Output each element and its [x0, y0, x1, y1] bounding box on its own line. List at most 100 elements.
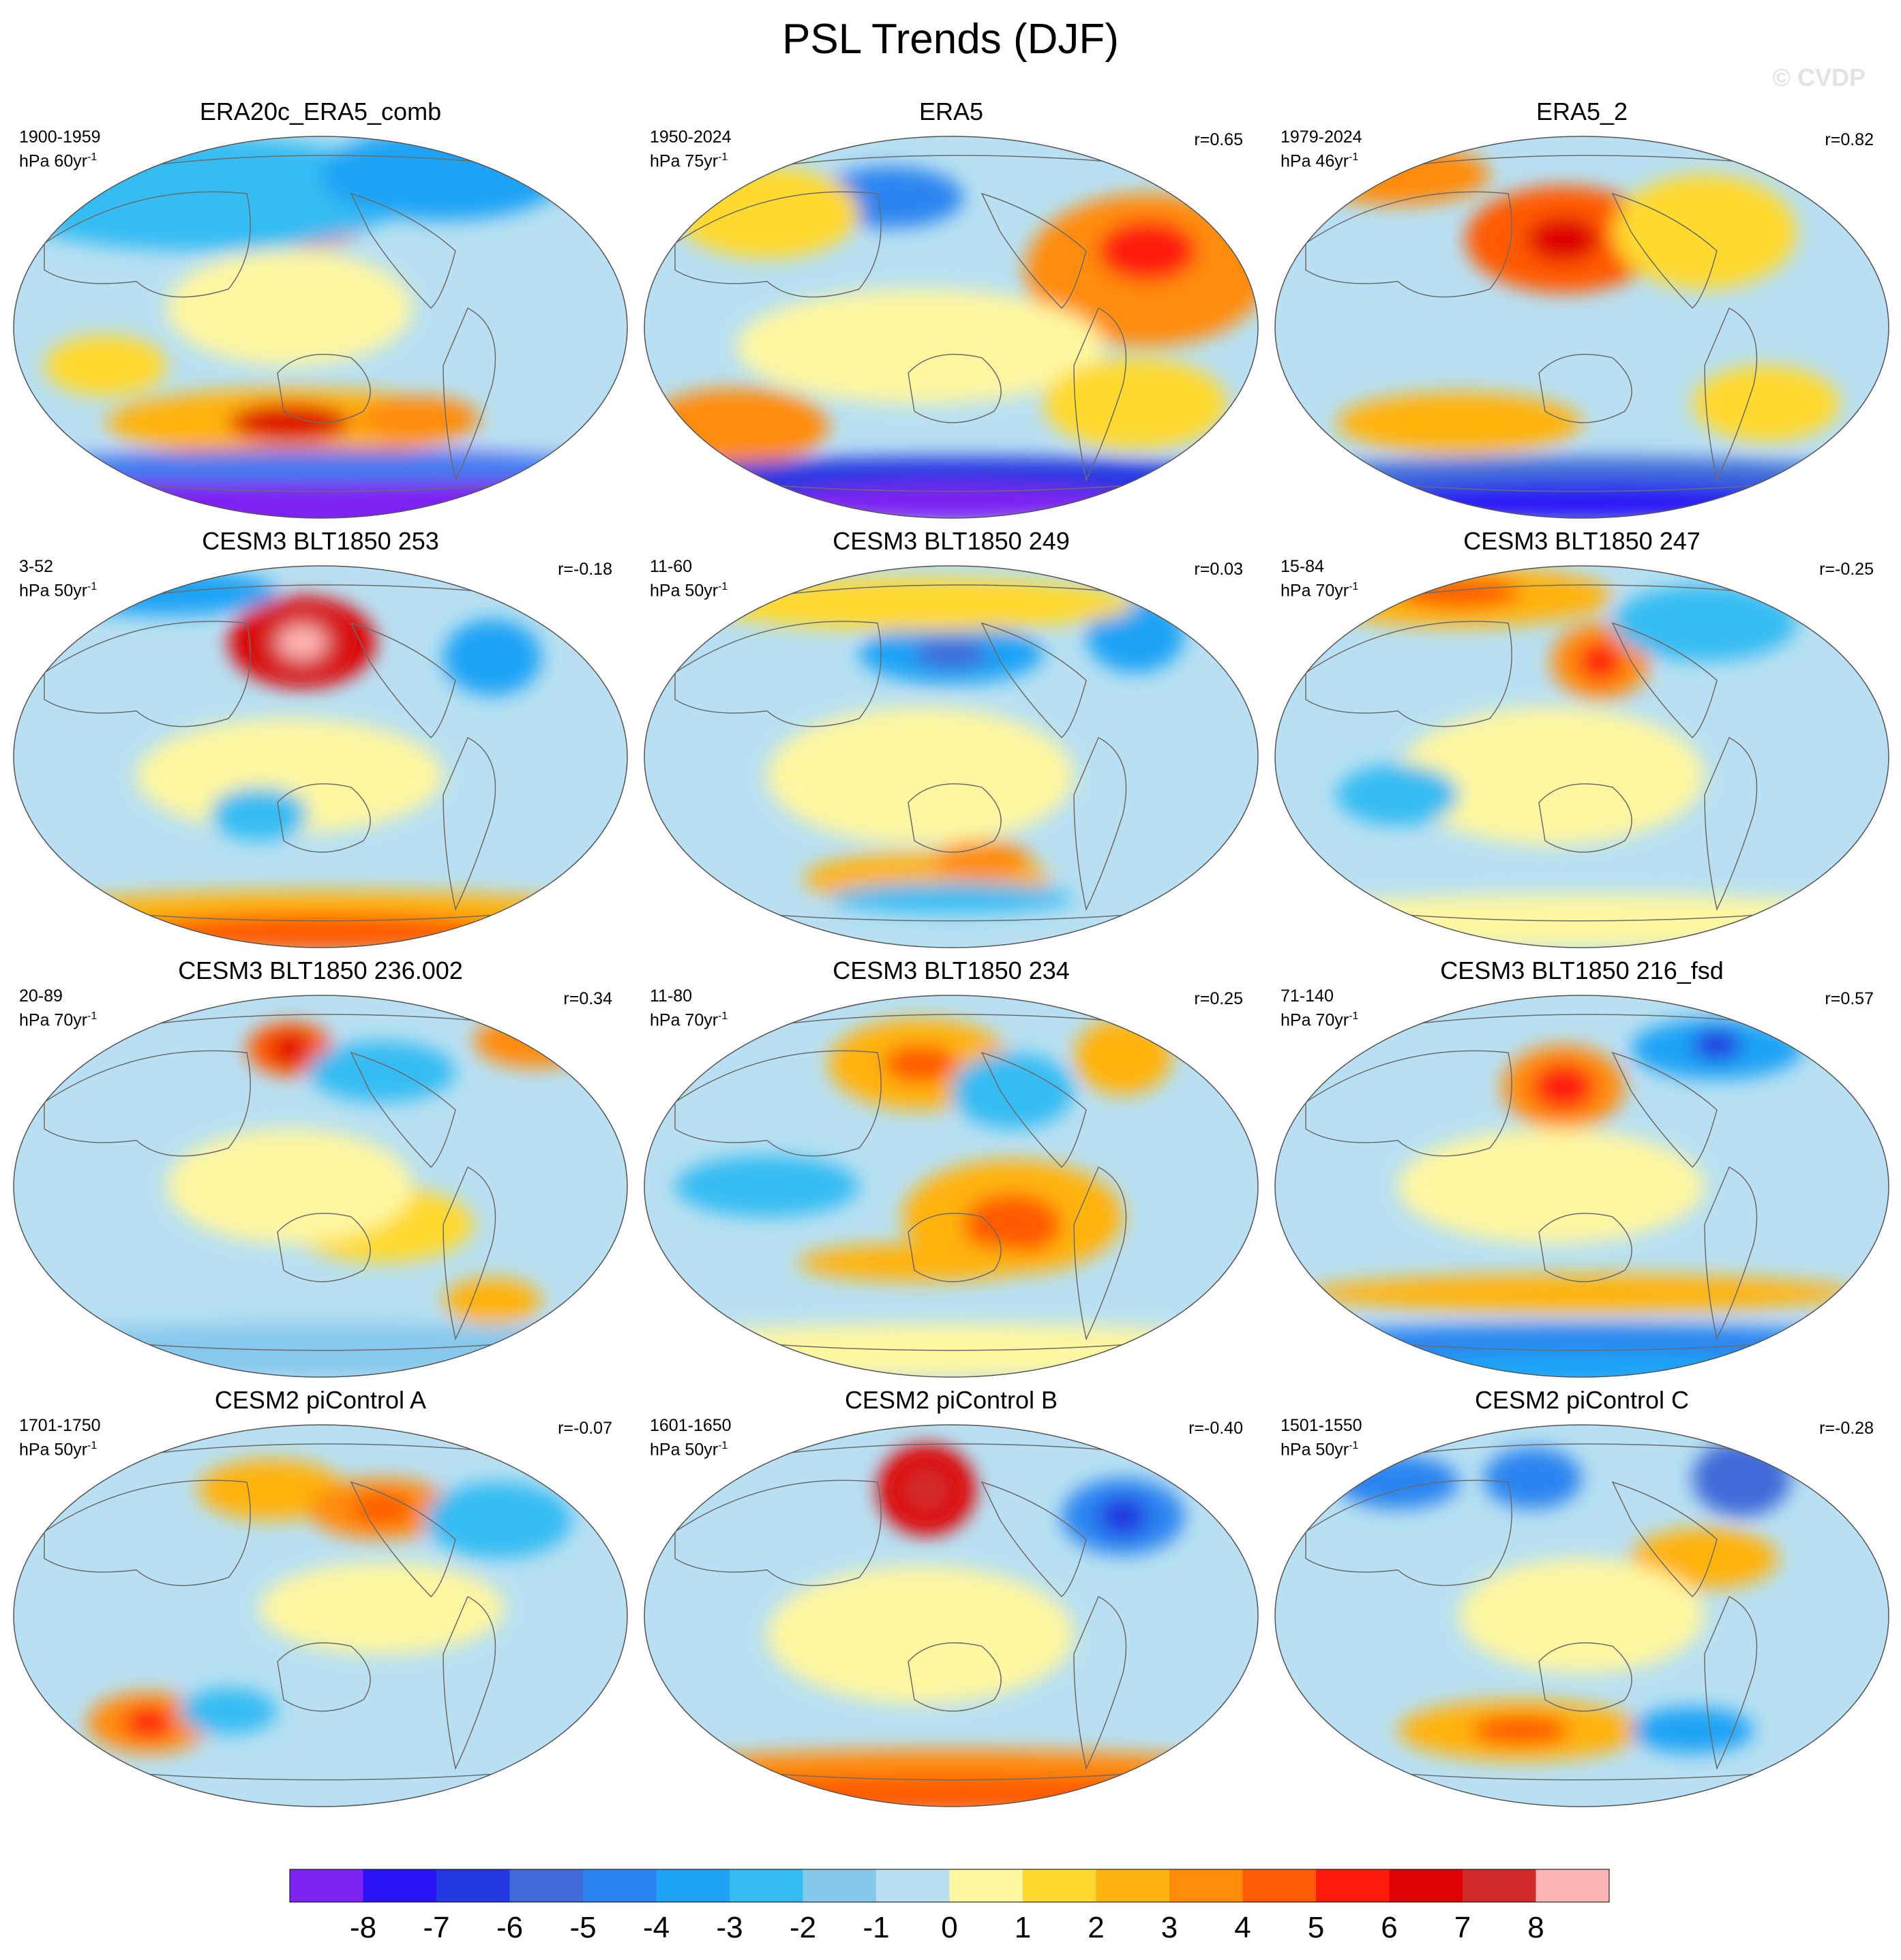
coastline [443, 307, 496, 482]
period-label: 1979-2024 [1281, 127, 1362, 147]
colorbar-tick-label: 8 [1527, 1911, 1544, 1944]
coastline [350, 1481, 456, 1598]
units-text: hPa 70yr [19, 1010, 88, 1030]
map-border [13, 136, 628, 519]
coastline [1073, 307, 1127, 482]
coastline [277, 354, 371, 423]
colorbar-swatch [363, 1869, 437, 1902]
units-text: hPa 50yr [19, 581, 88, 601]
trend-map [1274, 565, 1889, 948]
coastline [1305, 620, 1512, 727]
coastline [44, 620, 251, 727]
colorbar-tick-label: -6 [496, 1911, 523, 1944]
period-label: 1501-1550 [1281, 1416, 1362, 1435]
period-label: 71-140 [1281, 986, 1334, 1006]
period-label: 1701-1750 [19, 1416, 101, 1435]
trend-anomaly [179, 1688, 278, 1734]
coastline [350, 622, 456, 739]
trend-anomaly [1484, 1447, 1582, 1509]
panel-title: CESM3 BLT1850 216_fsd [1440, 956, 1724, 984]
trend-anomaly [1471, 1715, 1570, 1746]
colorbar-swatch [509, 1869, 584, 1902]
map-border [13, 995, 628, 1378]
coastline [443, 1595, 496, 1770]
correlation-label: r=0.82 [1825, 130, 1874, 149]
units-label: hPa 75yr-1 [650, 151, 728, 171]
coastline [674, 1050, 882, 1157]
colorbar-swatch [1389, 1869, 1463, 1902]
trend-anomaly [278, 624, 327, 660]
period-label: 15-84 [1281, 557, 1324, 576]
trend-anomaly [124, 1707, 173, 1738]
period-label: 20-89 [19, 986, 63, 1006]
units-label: hPa 50yr-1 [1281, 1440, 1359, 1460]
colorbar-swatch [656, 1869, 730, 1902]
trend-anomaly [736, 289, 1105, 404]
trend-anomaly [675, 166, 859, 259]
trend-anomaly [443, 619, 541, 696]
trend-anomaly [644, 1776, 1258, 1807]
period-label: 1900-1959 [19, 127, 101, 147]
map-panel: CESM3 BLT1850 247 15-84 hPa 70yr-1 r=-0.25 [1268, 525, 1896, 961]
map-border [13, 1424, 628, 1807]
colorbar-swatch [876, 1869, 950, 1902]
map-panel: CESM2 piControl A 1701-1750 hPa 50yr-1 r=-0… [7, 1384, 634, 1820]
trend-anomaly [443, 1278, 541, 1324]
coastline [1704, 736, 1758, 911]
period-label: 11-60 [650, 557, 693, 576]
trend-anomaly [136, 719, 443, 833]
panel-title: CESM3 BLT1850 253 [202, 527, 439, 555]
coastline [1611, 1051, 1718, 1169]
trend-anomaly [167, 251, 413, 365]
trend-anomaly [474, 1014, 597, 1068]
colorbar-swatch [1316, 1869, 1390, 1902]
coastline [443, 1166, 496, 1341]
trend-anomaly [798, 1243, 1043, 1282]
map-border [1274, 995, 1889, 1378]
panel-title: CESM3 BLT1850 234 [833, 956, 1070, 984]
colorbar-tick-label: -7 [423, 1911, 449, 1944]
colorbar-swatch [1463, 1869, 1536, 1902]
colorbar-swatch [436, 1869, 510, 1902]
coastline [1073, 1166, 1127, 1341]
units-label: hPa 70yr-1 [650, 1010, 728, 1030]
trend-anomaly [1043, 357, 1227, 450]
colorbar-tick-label: 3 [1161, 1911, 1178, 1944]
colorbar-swatch [1023, 1869, 1096, 1902]
colorbar-tick-label: -4 [643, 1911, 670, 1944]
map-panel: CESM3 BLT1850 249 11-60 hPa 50yr-1 r=0.03 [638, 525, 1265, 961]
trend-anomaly [1692, 365, 1840, 442]
map-border [644, 565, 1259, 948]
coastline [1073, 1595, 1127, 1770]
colorbar-swatch [290, 1869, 363, 1902]
units-text: hPa 60yr [19, 151, 88, 171]
colorbar-tick-label: 5 [1308, 1911, 1324, 1944]
trend-anomaly [1098, 1497, 1148, 1536]
coastline [908, 783, 1002, 853]
trend-map [13, 136, 628, 519]
correlation-label: r=0.65 [1194, 130, 1243, 149]
trend-map [13, 995, 628, 1378]
trend-anomaly [167, 1129, 413, 1243]
trend-anomaly [1527, 216, 1600, 262]
coastline [1704, 1595, 1758, 1770]
trend-anomaly [357, 395, 480, 442]
colorbar-tick-label: 0 [941, 1911, 957, 1944]
colorbar-tick-label: -3 [716, 1911, 743, 1944]
coastline [981, 1051, 1087, 1169]
coastline [908, 1213, 1002, 1282]
correlation-label: r=0.57 [1825, 989, 1874, 1008]
coastline [443, 736, 496, 911]
coastline [350, 1051, 456, 1169]
trend-map [644, 995, 1259, 1378]
trend-anomaly [902, 1466, 951, 1513]
coastline [1305, 1050, 1512, 1157]
colorbar-swatch [1096, 1869, 1170, 1902]
coastline [1538, 1213, 1632, 1282]
coastline [908, 354, 1002, 423]
coastline [981, 192, 1087, 310]
coastline [44, 1479, 251, 1586]
map-panel: ERA5_2 1979-2024 hPa 46yr-1 r=0.82 [1268, 95, 1896, 532]
coastline [44, 1050, 251, 1157]
units-text: hPa 75yr [650, 151, 719, 171]
